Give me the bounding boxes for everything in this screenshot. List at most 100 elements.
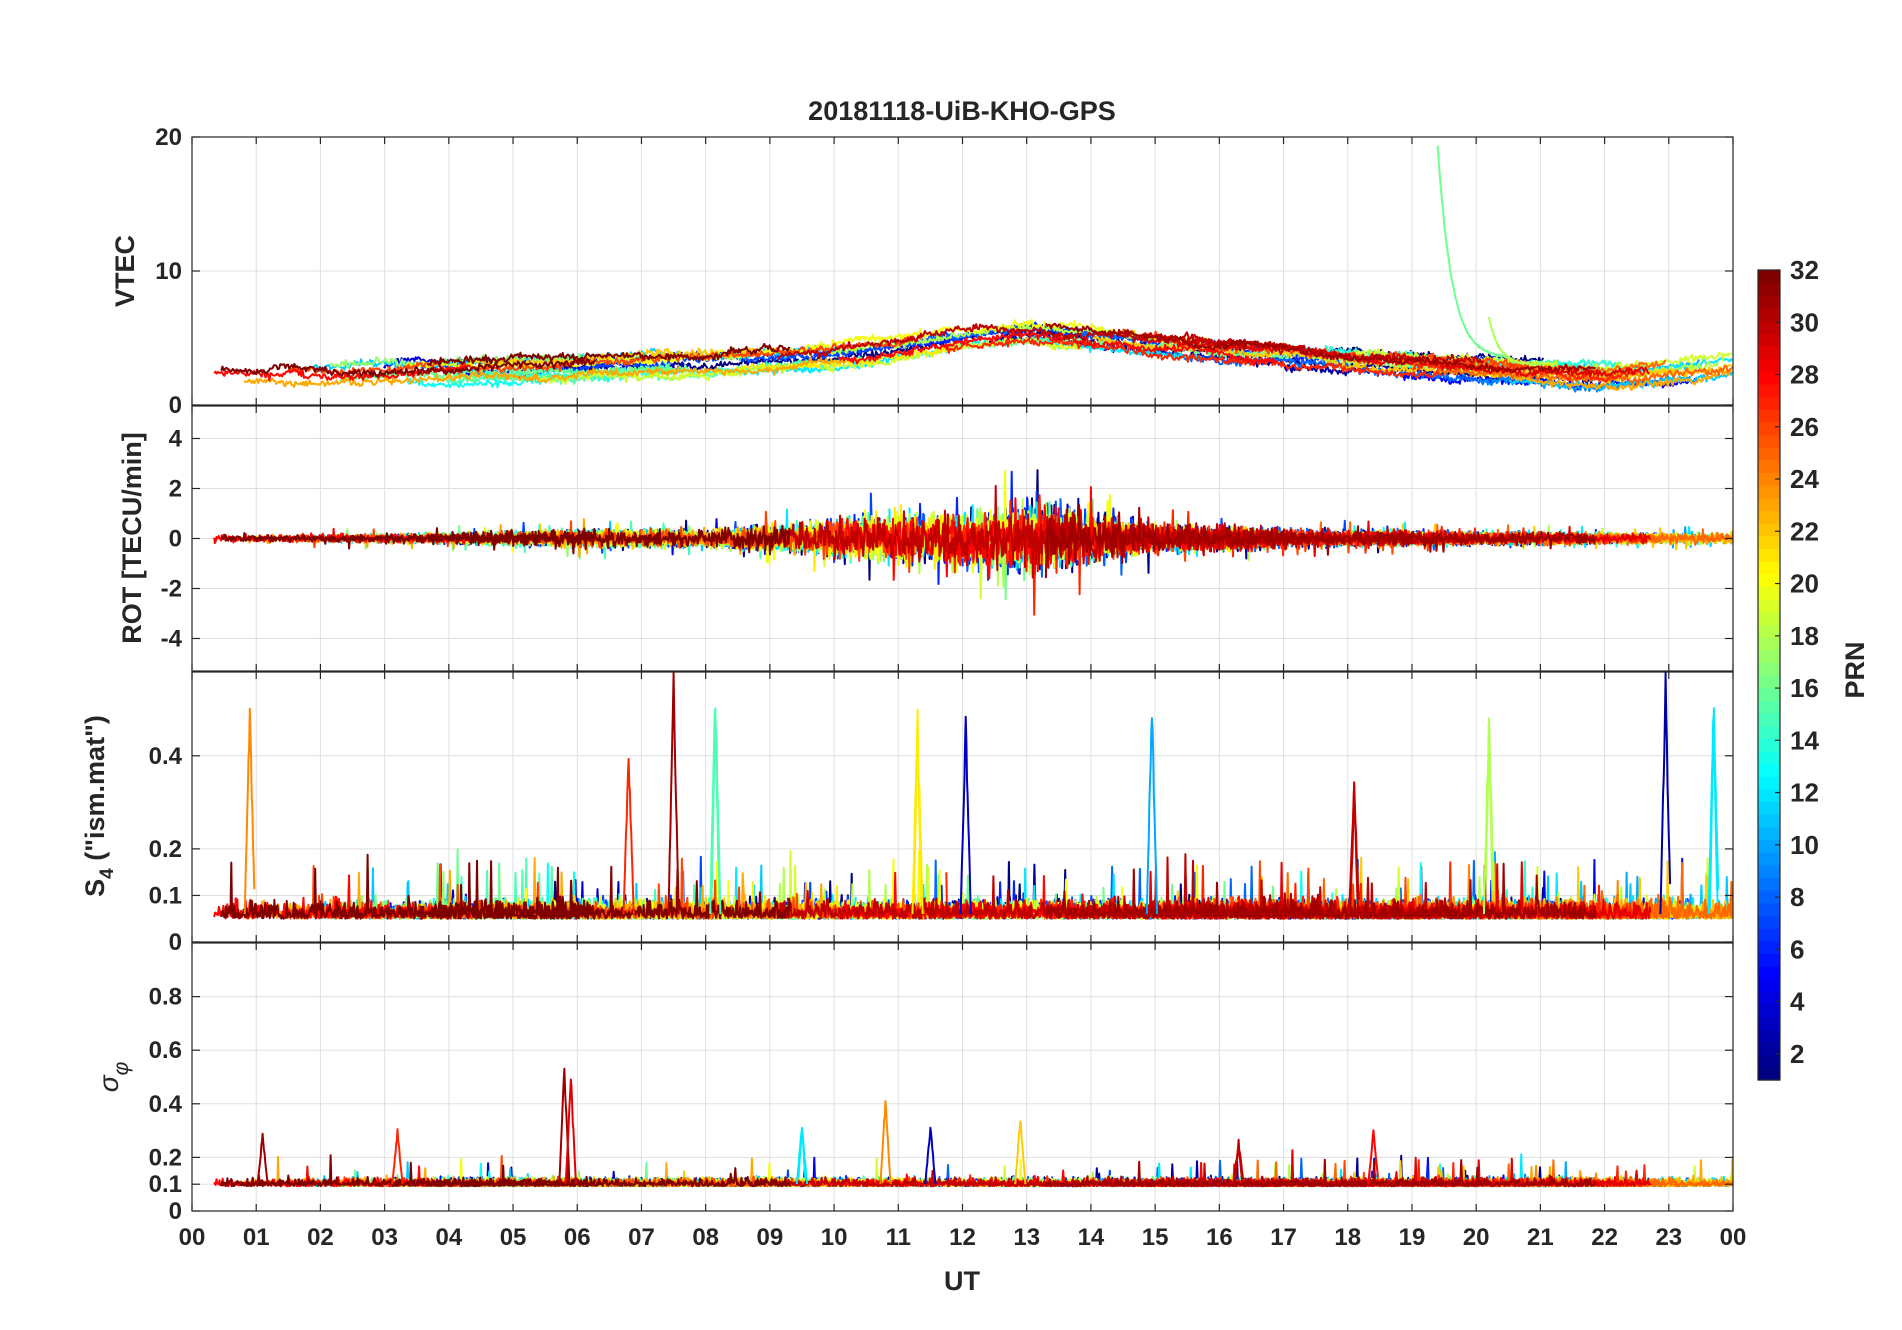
colorbar-tick-label: 20: [1790, 569, 1819, 599]
colorbar-segment: [1758, 826, 1780, 841]
vtec-trace: [1435, 365, 1733, 386]
xtick-label: 09: [757, 1224, 784, 1251]
traces-vtec: [213, 145, 1733, 393]
ylabel-s4-suffix: ("ism.mat"): [80, 715, 110, 868]
ytick-label-rot: 4: [169, 426, 183, 453]
sig-spike: [879, 1100, 892, 1185]
s4-spike: [1659, 672, 1672, 915]
colorbar-segment: [1758, 383, 1780, 398]
colorbar-tick-label: 32: [1790, 255, 1819, 285]
colorbar-segment: [1758, 662, 1780, 676]
colorbar-segment: [1758, 1016, 1780, 1030]
rot-trace: [426, 524, 791, 556]
colorbar-segment: [1758, 763, 1780, 777]
colorbar-segment: [1758, 535, 1780, 550]
ylabel-s4: S4 ("ism.mat"): [80, 715, 118, 897]
sig-spike: [795, 1126, 809, 1185]
colorbar-segment: [1758, 561, 1780, 575]
panel-rot: -4 -2 0 2 4 ROT [TECU/min]: [117, 405, 1734, 672]
colorbar-segment: [1758, 637, 1780, 651]
xtick-label: 10: [821, 1224, 848, 1251]
colorbar-tick-label: 12: [1790, 778, 1819, 808]
colorbar-segment: [1758, 333, 1780, 347]
xtick-label: 00: [1720, 1224, 1747, 1251]
xtick-label: 23: [1655, 1224, 1682, 1251]
vtec-trace: [945, 338, 1443, 379]
colorbar-segment: [1758, 902, 1780, 917]
xtick-label: 16: [1206, 1224, 1233, 1251]
xtick-label: 18: [1334, 1224, 1361, 1251]
yticks-vtec: 0 10 20: [155, 124, 1734, 419]
colorbar-tick-label: 14: [1790, 725, 1819, 755]
xtick-label: 13: [1013, 1224, 1040, 1251]
colorbar-segment: [1758, 814, 1780, 828]
rot-trace: [777, 484, 1318, 579]
ytick-label-sig: 0.1: [149, 1171, 182, 1198]
ylabel-sigma-phi: σφ: [93, 1061, 133, 1092]
colorbar-segment: [1758, 573, 1780, 588]
xtick-label: 04: [435, 1224, 462, 1251]
colorbar-segment: [1758, 725, 1780, 739]
colorbar-tick-label: 18: [1790, 621, 1819, 651]
colorbar-segment: [1758, 991, 1780, 1005]
vtec-trace: [1478, 374, 1691, 393]
ytick-label-s4: 0.1: [149, 882, 182, 909]
ytick-label-sig: 0.2: [149, 1144, 182, 1171]
colorbar-segment: [1758, 700, 1780, 714]
colorbar-segment: [1758, 447, 1780, 461]
colorbar-segment: [1758, 1004, 1780, 1018]
grid-sigma-phi: [192, 943, 1733, 1212]
colorbar-frame: [1757, 269, 1781, 1081]
colorbar-segment: [1758, 978, 1780, 993]
ytick-label-sig: 0.4: [149, 1091, 183, 1118]
ytick-label-sig: 0.6: [149, 1037, 182, 1064]
xtick-label: 17: [1270, 1224, 1297, 1251]
colorbar-segment: [1758, 788, 1780, 803]
xtick-label: 15: [1142, 1224, 1169, 1251]
ytick-label-vtec: 20: [155, 124, 182, 151]
colorbar-segment: [1758, 750, 1780, 765]
vtec-trace: [777, 323, 1317, 360]
sig-trace: [1044, 1158, 1597, 1188]
xtick-label: 20: [1463, 1224, 1490, 1251]
rot-trace: [220, 527, 596, 555]
vtec-trace: [427, 342, 791, 368]
s4-spike: [1707, 714, 1720, 915]
xtick-label: 12: [949, 1224, 976, 1251]
panel-sigma-phi: 00.10.2 0.4 0.6 0.8 σφ: [93, 942, 1734, 1225]
vtec-feature-trace: [1488, 316, 1541, 367]
colorbar-segment: [1758, 1054, 1780, 1068]
s4-spike: [1145, 717, 1159, 915]
colorbar-segment: [1758, 852, 1780, 866]
xtick-label: 02: [307, 1224, 334, 1251]
ytick-label-s4: 0.2: [149, 836, 182, 863]
sig-spike: [1014, 1120, 1027, 1185]
s4-trace: [777, 856, 1318, 920]
colorbar-segment: [1758, 928, 1780, 942]
s4-spike: [1482, 717, 1495, 915]
panel-vtec: 0 10 20 VTEC: [110, 124, 1734, 419]
traces-s4: [213, 672, 1733, 920]
colorbar-segment: [1758, 890, 1780, 904]
colorbar-segment: [1758, 485, 1780, 499]
colorbar-segment: [1758, 434, 1780, 448]
colorbar-segment: [1758, 307, 1780, 322]
colorbar-label: PRN: [1840, 641, 1870, 698]
colorbar-tick-label: 22: [1790, 516, 1819, 546]
sig-spike: [1367, 1129, 1379, 1185]
colorbar-segment: [1758, 421, 1780, 436]
colorbar-segment: [1758, 270, 1780, 284]
colorbar-tick-label: 26: [1790, 412, 1819, 442]
colorbar-segment: [1758, 776, 1780, 790]
s4-trace: [1336, 707, 1733, 920]
colorbar-segment: [1758, 497, 1780, 512]
xtick-label: 19: [1399, 1224, 1426, 1251]
s4-spike: [243, 707, 256, 915]
traces-sigma-phi: [213, 1067, 1733, 1188]
xtick-label: 00: [179, 1224, 206, 1251]
colorbar-segment: [1758, 864, 1780, 879]
ytick-label-vtec: 10: [155, 258, 182, 285]
ytick-label-rot: -2: [161, 576, 182, 603]
